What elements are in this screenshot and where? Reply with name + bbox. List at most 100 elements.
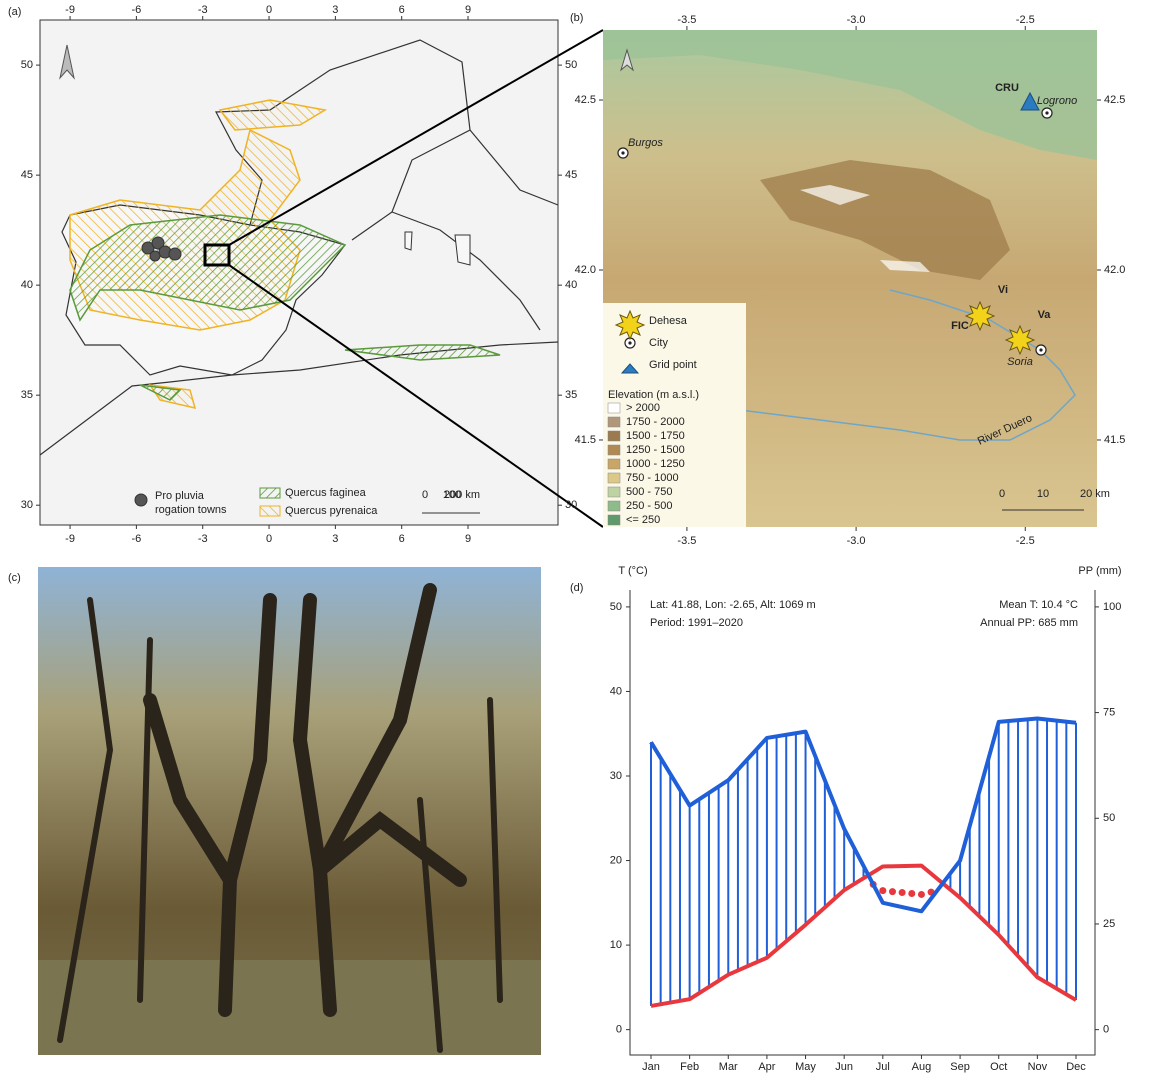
y2-tick-label: 100	[1103, 601, 1121, 613]
scalebar-label: 0	[999, 488, 1005, 500]
x-tick-label: -3.5	[677, 14, 696, 26]
dry-dot	[908, 890, 915, 897]
panel-label: (b)	[570, 12, 583, 24]
legend-label: Quercus pyrenaica	[285, 505, 378, 517]
line-series	[651, 719, 1076, 912]
climate-diagram: 010203040500255075100JanFebMarAprMayJunJ…	[610, 565, 1122, 1073]
x-tick-label: Apr	[758, 1061, 775, 1073]
legend-label: 1250 - 1500	[626, 444, 685, 456]
scalebar-label: 0	[422, 489, 428, 501]
y-tick-label: 42.0	[1104, 264, 1125, 276]
x-tick-label: May	[795, 1061, 816, 1073]
legend-swatch	[608, 487, 620, 497]
legend-label: Quercus faginea	[285, 487, 367, 499]
x-tick-label: Jun	[835, 1061, 853, 1073]
legend-label: <= 250	[626, 514, 660, 526]
legend-swatch	[260, 488, 280, 498]
x-tick-label: Aug	[912, 1061, 932, 1073]
x-tick-label: -3	[198, 533, 208, 545]
x-tick-label: -6	[132, 4, 142, 16]
place-label: Soria	[1007, 356, 1033, 368]
legend-title: Elevation (m a.s.l.)	[608, 389, 699, 401]
y-tick-label: 45	[565, 169, 577, 181]
x-tick-label: -6	[132, 533, 142, 545]
x-tick-label: Feb	[680, 1061, 699, 1073]
y-tick-label: 35	[565, 389, 577, 401]
x-tick-label: -2.5	[1016, 535, 1035, 547]
y-tick-label: 50	[21, 59, 33, 71]
legend-label: > 2000	[626, 402, 660, 414]
x-tick-label: 3	[332, 533, 338, 545]
panel-label: (d)	[570, 582, 583, 594]
photo	[38, 567, 541, 1055]
y-tick-label: 41.5	[1104, 434, 1125, 446]
x-tick-label: -9	[65, 4, 75, 16]
y-tick-label: 10	[610, 939, 622, 951]
legend-swatch	[608, 445, 620, 455]
line-series	[651, 866, 1076, 1006]
y-tick-label: 50	[610, 601, 622, 613]
y-tick-label: 0	[616, 1024, 622, 1036]
panel-label: (c)	[8, 572, 21, 584]
y2-tick-label: 0	[1103, 1024, 1109, 1036]
place-label: FIC	[951, 320, 969, 332]
x-tick-label: Nov	[1028, 1061, 1048, 1073]
x-tick-label: -3.5	[677, 535, 696, 547]
x-tick-label: 0	[266, 4, 272, 16]
legend-label: Grid point	[649, 359, 697, 371]
y-tick-label: 45	[21, 169, 33, 181]
x-tick-label: 9	[465, 4, 471, 16]
y-tick-label: 50	[565, 59, 577, 71]
legend-swatch	[608, 417, 620, 427]
x-tick-label: -3	[198, 4, 208, 16]
y-tick-label: 42.0	[575, 264, 596, 276]
place-label: CRU	[995, 82, 1019, 94]
legend-swatch	[260, 506, 280, 516]
legend-swatch	[608, 515, 620, 525]
x-tick-label: -3.0	[847, 14, 866, 26]
figure: 010203040500255075100JanFebMarAprMayJunJ…	[0, 0, 1163, 1074]
legend-label: 1750 - 2000	[626, 416, 685, 428]
dry-dot	[918, 891, 925, 898]
y-tick-label: 42.5	[1104, 94, 1125, 106]
legend-swatch	[608, 473, 620, 483]
y-tick-label: 41.5	[575, 434, 596, 446]
x-tick-label: Jul	[876, 1061, 890, 1073]
scalebar-label: 200 km	[444, 489, 480, 501]
place-label: Va	[1038, 309, 1052, 321]
panel-label: (a)	[8, 6, 21, 18]
place-label: Vi	[998, 284, 1008, 296]
y-tick-label: 40	[610, 685, 622, 697]
x-tick-label: Dec	[1066, 1061, 1086, 1073]
x-tick-label: -3.0	[847, 535, 866, 547]
y-tick-label: 42.5	[575, 94, 596, 106]
x-tick-label: 6	[399, 533, 405, 545]
legend-swatch	[608, 431, 620, 441]
legend-label: 500 - 750	[626, 486, 672, 498]
legend-label: 750 - 1000	[626, 472, 679, 484]
x-tick-label: 0	[266, 533, 272, 545]
map-a	[40, 20, 558, 525]
y-tick-label: 30	[21, 499, 33, 511]
annotation: Period: 1991–2020	[650, 617, 743, 629]
y-tick-label: 30	[565, 499, 577, 511]
legend-label: Dehesa	[649, 315, 688, 327]
y2-tick-label: 25	[1103, 918, 1115, 930]
legend-label: rogation towns	[155, 504, 227, 516]
scalebar-label: 10	[1037, 488, 1049, 500]
y-axis-title: T (°C)	[618, 565, 647, 577]
y2-axis-title: PP (mm)	[1078, 565, 1121, 577]
x-tick-label: Mar	[719, 1061, 738, 1073]
x-tick-label: -2.5	[1016, 14, 1035, 26]
legend-town-symbol	[135, 494, 147, 506]
legend-swatch	[608, 403, 620, 413]
x-tick-label: 6	[399, 4, 405, 16]
legend-label: City	[649, 337, 668, 349]
legend-swatch	[608, 501, 620, 511]
place-label: Logrono	[1037, 95, 1077, 107]
annotation: Mean T: 10.4 °C	[999, 599, 1078, 611]
y2-tick-label: 75	[1103, 706, 1115, 718]
x-tick-label: Sep	[950, 1061, 970, 1073]
annotation: Annual PP: 685 mm	[980, 617, 1078, 629]
y2-tick-label: 50	[1103, 812, 1115, 824]
